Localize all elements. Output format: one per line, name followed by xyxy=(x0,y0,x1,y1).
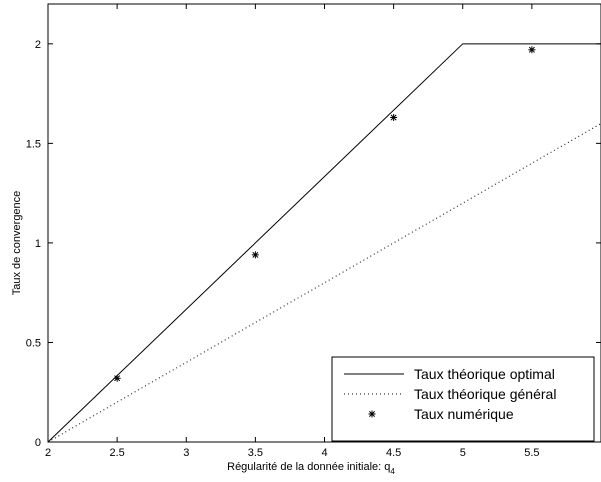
marker-stroke xyxy=(390,114,397,121)
x-tick-label: 3.5 xyxy=(248,447,263,459)
x-axis-label-subscript: 4 xyxy=(390,467,395,476)
legend-box xyxy=(331,356,595,442)
y-tick-label: 1.5 xyxy=(26,138,41,150)
x-tick-label: 2 xyxy=(45,447,51,459)
series xyxy=(47,43,601,443)
data-point-taux-numerique xyxy=(528,46,536,54)
marker-stroke xyxy=(252,251,259,258)
legend: Taux théorique optimal Taux théorique gén… xyxy=(331,356,595,442)
x-axis-label-main: Régularité de la donnée initiale: q xyxy=(227,461,390,473)
y-axis-label: Taux de convergence xyxy=(11,191,23,296)
y-tick-label: 0 xyxy=(35,437,41,449)
data-point-taux-numerique xyxy=(390,113,398,121)
axis-ticks: 2 2.5 3 3.5 4 4.5 5 5.5 0 0.5 1 1.5 2 xyxy=(26,4,601,459)
x-tick-label: 4 xyxy=(321,447,327,459)
y-tick-label: 1 xyxy=(35,238,41,250)
legend-marker-taux-numerique xyxy=(368,410,376,418)
data-point-taux-numerique xyxy=(113,374,121,382)
marker-stroke xyxy=(528,46,535,53)
legend-label: Taux théorique optimal xyxy=(414,366,555,382)
legend-label: Taux numérique xyxy=(414,406,514,422)
legend-label: Taux théorique général xyxy=(414,386,556,402)
x-axis-label: Régularité de la donnée initiale: q4 xyxy=(227,461,395,476)
x-tick-label: 4.5 xyxy=(386,447,401,459)
y-tick-label: 2 xyxy=(35,39,41,51)
marker-stroke xyxy=(114,375,121,382)
x-tick-label: 3 xyxy=(183,447,189,459)
x-tick-label: 2.5 xyxy=(109,447,124,459)
data-point-taux-numerique xyxy=(251,251,259,259)
x-tick-label: 5.5 xyxy=(524,447,539,459)
marker-stroke xyxy=(369,411,375,417)
y-tick-label: 0.5 xyxy=(26,337,41,349)
x-tick-label: 5 xyxy=(460,447,466,459)
series-line-optimal xyxy=(47,43,601,443)
